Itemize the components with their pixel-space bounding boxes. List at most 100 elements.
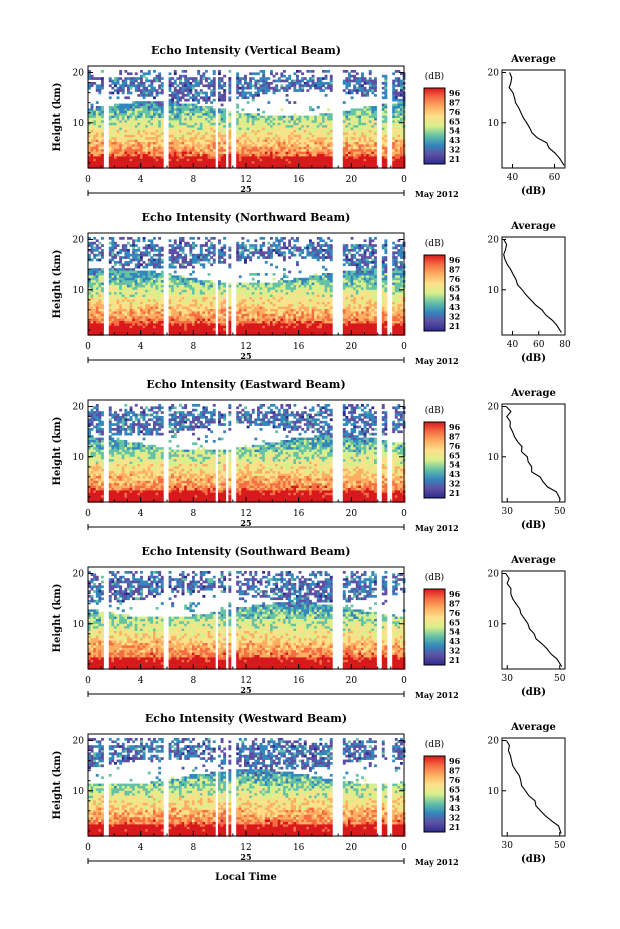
colorbar-tick-label: 32 — [449, 646, 460, 656]
average-xlabel: (dB) — [521, 186, 546, 197]
panel-title: Echo Intensity (Eastward Beam) — [146, 378, 345, 391]
colorbar-tick-label: 65 — [449, 283, 460, 293]
panel-5: Echo Intensity (Westward Beam) 20 10 Height… — [52, 712, 566, 867]
colorbar — [423, 588, 446, 666]
avg-x-tick-label: 60 — [549, 173, 561, 183]
avg-y-tick-label: 20 — [488, 403, 500, 413]
x-tick-label: 16 — [293, 342, 305, 352]
colorbar-tick-label: 54 — [449, 293, 461, 303]
y-axis-label: Height (km) — [52, 417, 63, 486]
colorbar-tick-label: 32 — [449, 312, 460, 322]
colorbar-tick-label: 21 — [449, 655, 460, 665]
y-axis-label: Height (km) — [52, 250, 63, 319]
panel-2: Echo Intensity (Northward Beam) 20 10 Heigh… — [52, 211, 571, 366]
panel-title: Echo Intensity (Southward Beam) — [142, 545, 351, 558]
x-tick-label: 0 — [85, 843, 91, 853]
date-day: 25 — [240, 351, 251, 361]
avg-y-tick-label: 10 — [488, 286, 500, 296]
colorbar-tick-label: 76 — [449, 274, 461, 284]
y-tick-label: 10 — [73, 119, 85, 129]
x-tick-label: 20 — [346, 843, 358, 853]
x-tick-label: 0 — [85, 676, 91, 686]
date-month: May 2012 — [415, 690, 459, 700]
colorbar-unit: (dB) — [425, 739, 444, 750]
x-tick-label: 8 — [190, 175, 196, 185]
avg-x-tick-label: 40 — [507, 340, 519, 350]
x-tick-label: 8 — [190, 509, 196, 519]
y-axis-label: Height (km) — [52, 83, 63, 152]
avg-y-tick-label: 20 — [488, 236, 500, 246]
average-title: Average — [510, 221, 556, 232]
colorbar-tick-label: 43 — [449, 302, 461, 312]
average-frame — [501, 403, 566, 503]
colorbar-tick-label: 54 — [449, 460, 461, 470]
colorbar-tick-label: 87 — [449, 598, 460, 608]
colorbar-tick-label: 76 — [449, 107, 461, 117]
x-tick-label: 20 — [346, 342, 358, 352]
panel-3: Echo Intensity (Eastward Beam) 20 10 Height… — [52, 378, 566, 533]
x-tick-label: 8 — [190, 843, 196, 853]
y-tick-label: 10 — [73, 453, 85, 463]
date-month: May 2012 — [415, 356, 459, 366]
x-tick-label: 16 — [293, 676, 305, 686]
colorbar-tick-label: 43 — [449, 636, 461, 646]
colorbar-tick-label: 87 — [449, 765, 460, 775]
y-tick-label: 20 — [73, 570, 85, 580]
colorbar-tick-label: 54 — [449, 794, 461, 804]
avg-x-tick-label: 40 — [507, 173, 519, 183]
colorbar-unit: (dB) — [425, 405, 444, 416]
x-tick-label: 0 — [401, 175, 407, 185]
x-tick-label: 0 — [85, 509, 91, 519]
average-title: Average — [510, 54, 556, 65]
avg-x-tick-label: 50 — [554, 674, 566, 684]
colorbar-tick-label: 65 — [449, 116, 460, 126]
colorbar-tick-label: 65 — [449, 450, 460, 460]
average-title: Average — [510, 722, 556, 733]
average-frame — [501, 236, 566, 336]
colorbar-tick-label: 43 — [449, 135, 461, 145]
average-xlabel: (dB) — [521, 520, 546, 531]
colorbar-unit: (dB) — [425, 238, 444, 249]
x-tick-label: 12 — [240, 509, 251, 519]
x-tick-label: 12 — [240, 175, 251, 185]
colorbar-tick-label: 87 — [449, 264, 460, 274]
colorbar-tick-label: 76 — [449, 608, 461, 618]
average-xlabel: (dB) — [521, 353, 546, 364]
heatmap-field — [88, 237, 406, 336]
x-tick-label: 12 — [240, 676, 251, 686]
average-title: Average — [510, 555, 556, 566]
y-tick-label: 20 — [73, 69, 85, 79]
colorbar-tick-label: 21 — [449, 488, 460, 498]
average-frame — [501, 737, 566, 837]
colorbar-tick-label: 96 — [449, 255, 461, 265]
x-tick-label: 4 — [138, 676, 144, 686]
colorbar-tick-label: 65 — [449, 617, 460, 627]
colorbar-tick-label: 32 — [449, 813, 460, 823]
panel-title: Echo Intensity (Vertical Beam) — [151, 44, 341, 57]
avg-y-tick-label: 20 — [488, 570, 500, 580]
date-day: 25 — [240, 685, 251, 695]
average-xlabel: (dB) — [521, 854, 546, 865]
y-tick-label: 10 — [73, 620, 85, 630]
x-tick-label: 0 — [85, 175, 91, 185]
colorbar-unit: (dB) — [425, 572, 444, 583]
colorbar-tick-label: 21 — [449, 154, 460, 164]
colorbar-tick-label: 87 — [449, 97, 460, 107]
avg-y-tick-label: 20 — [488, 737, 500, 747]
y-tick-label: 10 — [73, 286, 85, 296]
average-profile-line — [505, 406, 561, 500]
average-frame — [501, 570, 566, 670]
average-profile-line — [503, 239, 562, 333]
avg-x-tick-label: 60 — [533, 340, 545, 350]
x-axis-label: Local Time — [215, 872, 277, 883]
colorbar-tick-label: 96 — [449, 589, 461, 599]
colorbar-tick-label: 32 — [449, 479, 460, 489]
x-tick-label: 16 — [293, 509, 305, 519]
colorbar — [423, 254, 446, 332]
x-tick-label: 20 — [346, 509, 358, 519]
heatmap-field — [88, 70, 406, 169]
colorbar-tick-label: 65 — [449, 784, 460, 794]
colorbar-tick-label: 54 — [449, 627, 461, 637]
panel-4: Echo Intensity (Southward Beam) 20 10 Heigh… — [52, 545, 566, 700]
colorbar-tick-label: 21 — [449, 822, 460, 832]
